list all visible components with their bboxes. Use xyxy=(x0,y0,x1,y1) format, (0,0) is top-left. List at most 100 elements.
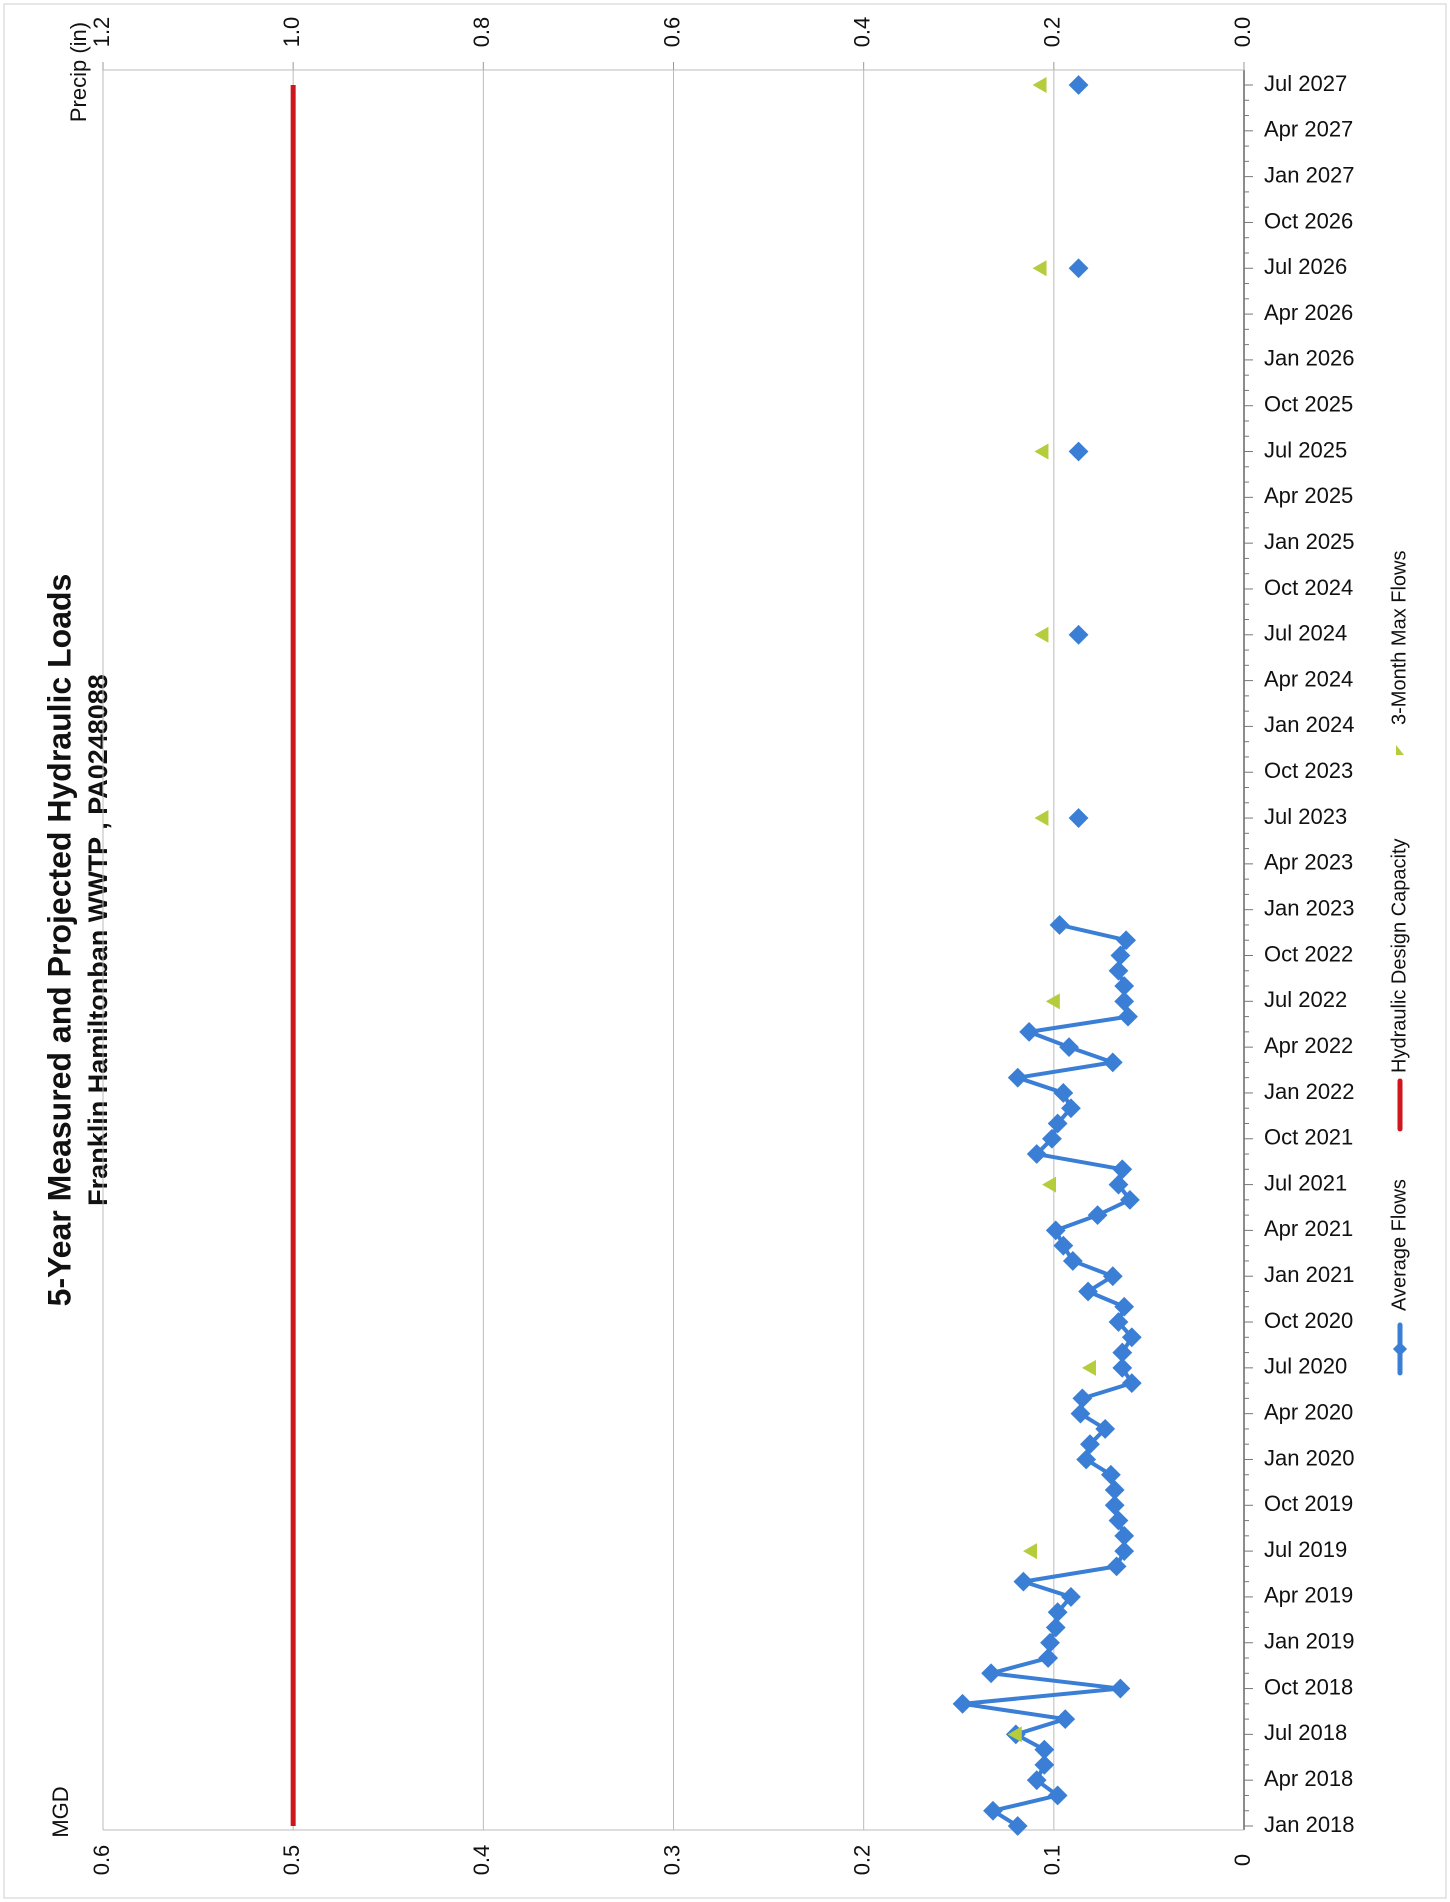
data-point xyxy=(1087,1205,1108,1226)
data-point xyxy=(1112,1159,1133,1180)
data-point xyxy=(1068,624,1089,645)
x-tick-label: Jul 2019 xyxy=(1264,1537,1347,1562)
data-point xyxy=(1095,1419,1116,1439)
data-point xyxy=(1034,1739,1055,1760)
data-point xyxy=(1114,1541,1135,1562)
x-tick-label: Jul 2027 xyxy=(1264,71,1347,96)
data-point xyxy=(1104,1495,1125,1516)
data-point xyxy=(1072,1388,1093,1409)
x-tick-label: Jul 2024 xyxy=(1264,621,1347,646)
x-tick-label: Apr 2024 xyxy=(1264,666,1353,691)
data-point xyxy=(1121,1327,1142,1348)
y-tick-label: 0 xyxy=(1230,1854,1255,1866)
data-point xyxy=(1110,1678,1131,1699)
data-point xyxy=(1110,945,1131,966)
y-tick-label: 0.5 xyxy=(279,1845,304,1876)
x-tick-label: Apr 2025 xyxy=(1264,483,1353,508)
data-point xyxy=(1053,1235,1074,1256)
data-point xyxy=(1120,1189,1140,1210)
legend-marker xyxy=(1392,1341,1408,1357)
data-point xyxy=(1118,1006,1138,1027)
data-point xyxy=(1112,1357,1133,1378)
chart-frame xyxy=(3,3,1447,1899)
data-point xyxy=(1108,1510,1129,1531)
x-tick-label: Jul 2018 xyxy=(1264,1720,1347,1745)
y-tick-label: 0.4 xyxy=(469,1845,494,1876)
x-tick-label: Jul 2020 xyxy=(1264,1354,1347,1379)
x-tick-label: Apr 2027 xyxy=(1264,117,1353,142)
x-tick-label: Oct 2024 xyxy=(1264,575,1353,600)
x-tick-label: Jan 2020 xyxy=(1264,1445,1355,1470)
x-tick-label: Apr 2020 xyxy=(1264,1399,1353,1424)
data-point xyxy=(1114,1296,1135,1317)
x-tick-label: Jul 2023 xyxy=(1264,804,1347,829)
x-tick-label: Jan 2023 xyxy=(1264,895,1355,920)
data-point xyxy=(1038,1648,1059,1668)
x-tick-label: Jan 2018 xyxy=(1264,1812,1355,1837)
data-point xyxy=(1121,1373,1142,1394)
data-point xyxy=(1034,626,1049,643)
y2-axis-label: Precip (in) xyxy=(66,22,91,122)
x-tick-label: Jan 2027 xyxy=(1264,162,1355,187)
data-point xyxy=(1114,1525,1135,1546)
data-point xyxy=(1007,1726,1022,1743)
data-point xyxy=(1007,1067,1028,1088)
x-tick-label: Oct 2025 xyxy=(1264,392,1353,417)
data-point xyxy=(1068,258,1089,279)
data-point xyxy=(983,1800,1003,1821)
chart-subtitle: Franklin Hamiltonban WWTP , PA0248088 xyxy=(83,674,113,1206)
data-point xyxy=(1068,75,1089,95)
x-tick-label: Jul 2026 xyxy=(1264,254,1347,279)
data-point xyxy=(1047,1602,1068,1623)
x-tick-label: Jan 2021 xyxy=(1264,1262,1355,1287)
x-tick-label: Jan 2025 xyxy=(1264,529,1355,554)
x-tick-label: Apr 2021 xyxy=(1264,1216,1353,1241)
legend-label: Average Flows xyxy=(1388,1179,1410,1311)
y-tick-label: 0.3 xyxy=(659,1845,684,1876)
y2-tick-label: 1.2 xyxy=(89,17,114,48)
data-point xyxy=(1053,1083,1074,1103)
data-point xyxy=(1076,1449,1097,1470)
data-point xyxy=(1059,1037,1079,1058)
x-tick-label: Jan 2019 xyxy=(1264,1629,1355,1654)
data-point xyxy=(1068,808,1089,828)
x-tick-label: Oct 2021 xyxy=(1264,1125,1353,1150)
data-point xyxy=(1045,1220,1066,1241)
x-tick-label: Oct 2018 xyxy=(1264,1674,1353,1699)
legend-label: Hydraulic Design Capacity xyxy=(1388,838,1410,1073)
data-point xyxy=(1068,441,1089,462)
data-point xyxy=(1034,1755,1055,1775)
data-point xyxy=(1070,1403,1091,1424)
data-point xyxy=(1026,1770,1047,1791)
data-point xyxy=(1045,1617,1066,1638)
data-point xyxy=(1078,1281,1098,1302)
data-point xyxy=(1104,1480,1125,1500)
y-tick-label: 0.1 xyxy=(1040,1845,1065,1876)
y2-tick-label: 0.0 xyxy=(1230,17,1255,48)
data-point xyxy=(1032,77,1047,93)
data-point xyxy=(952,1693,973,1714)
y2-tick-label: 0.4 xyxy=(849,17,874,48)
x-tick-label: Jul 2022 xyxy=(1264,987,1347,1012)
data-point xyxy=(1081,1359,1096,1376)
x-tick-label: Oct 2022 xyxy=(1264,941,1353,966)
x-tick-label: Oct 2023 xyxy=(1264,758,1353,783)
legend-marker xyxy=(1396,745,1404,755)
x-tick-label: Apr 2026 xyxy=(1264,300,1353,325)
data-point xyxy=(1080,1434,1100,1455)
data-point xyxy=(981,1663,1001,1684)
data-point xyxy=(1108,1312,1129,1332)
data-point xyxy=(1034,443,1049,460)
legend-label: 3-Month Max Flows xyxy=(1388,551,1410,726)
data-point xyxy=(1055,1709,1076,1729)
y2-tick-label: 0.2 xyxy=(1040,17,1065,48)
x-tick-label: Oct 2020 xyxy=(1264,1308,1353,1333)
x-tick-label: Jan 2022 xyxy=(1264,1079,1355,1104)
chart-title: 5-Year Measured and Projected Hydraulic … xyxy=(41,574,77,1307)
x-tick-label: Jul 2025 xyxy=(1264,437,1347,462)
data-point xyxy=(1114,976,1135,996)
data-point xyxy=(1023,1543,1038,1560)
y2-tick-label: 1.0 xyxy=(279,17,304,48)
y-tick-label: 0.2 xyxy=(849,1845,874,1876)
